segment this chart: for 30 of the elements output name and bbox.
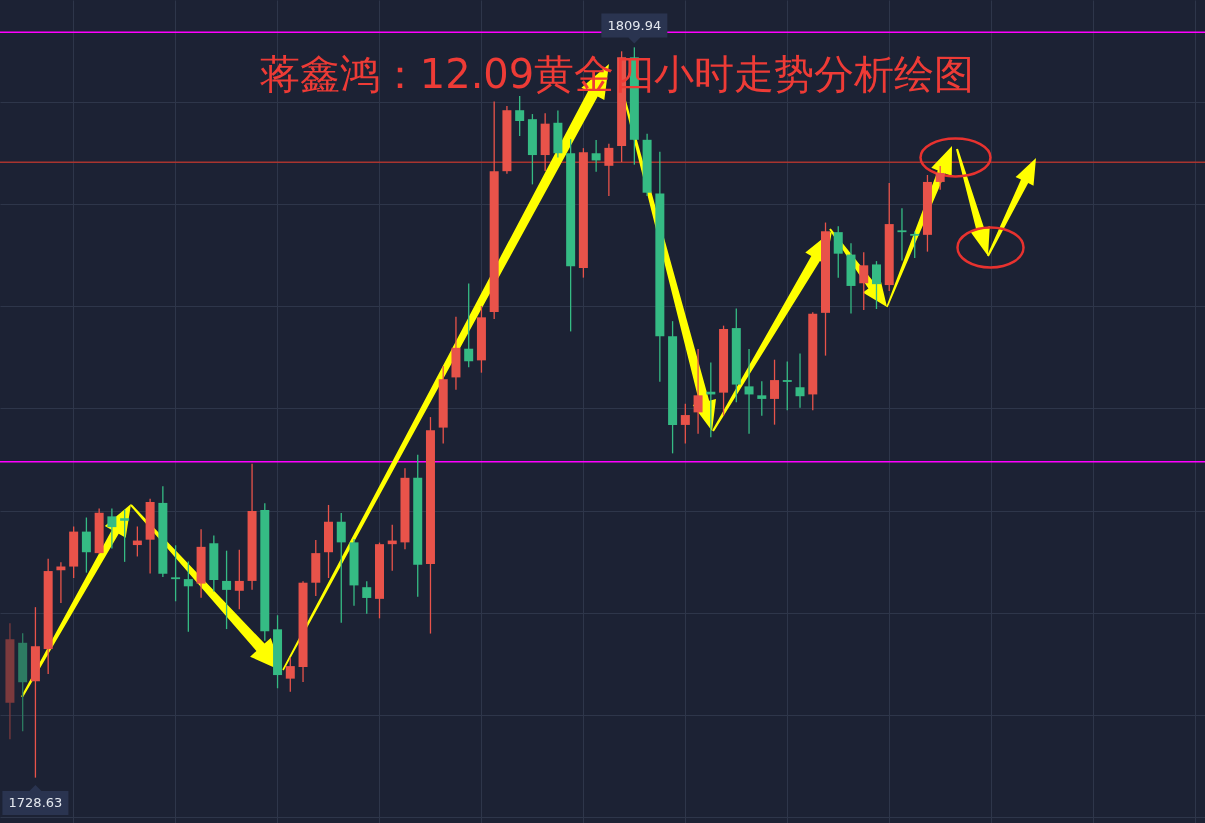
candlestick: [935, 166, 945, 190]
candlestick: [234, 549, 244, 610]
candlestick: [336, 513, 346, 623]
candlestick: [757, 381, 767, 416]
annotation: 1728.63: [8, 795, 63, 810]
candlestick: [591, 140, 601, 172]
annotation: 1809.94: [607, 17, 662, 33]
candlestick: [171, 545, 181, 602]
candlestick: [183, 561, 193, 632]
candlestick: [871, 261, 881, 310]
candlestick: [81, 517, 91, 573]
candlestick: [515, 96, 525, 136]
candlestick: [222, 550, 232, 630]
candlestick: [859, 252, 869, 310]
candlestick: [285, 657, 295, 692]
candlestick: [897, 208, 907, 261]
candlestick: [744, 348, 754, 434]
candlestick: [795, 353, 805, 408]
candlestick: [782, 361, 792, 411]
candlestick: [604, 143, 614, 197]
candlestick: [120, 509, 130, 562]
candlestick: [362, 581, 372, 614]
candlestick: [680, 403, 690, 444]
candlestick: [464, 283, 474, 368]
candlestick: [833, 226, 843, 278]
candlestick: [107, 508, 117, 549]
candlestick: [770, 359, 780, 425]
candlestick: [693, 348, 703, 434]
candlestick: [910, 231, 920, 258]
candlestick: [132, 526, 142, 557]
